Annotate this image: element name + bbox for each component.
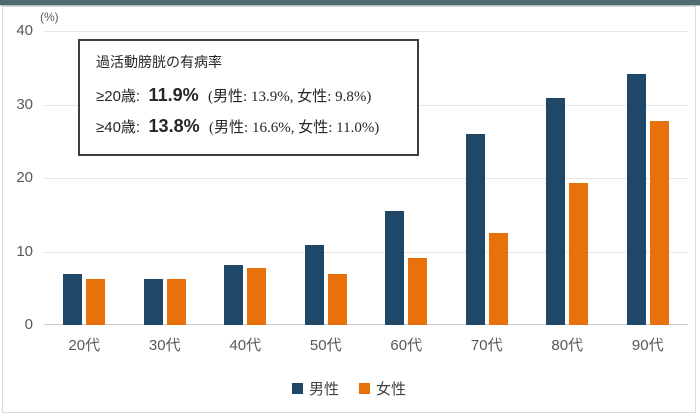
bar-group-20代 — [44, 31, 125, 325]
legend-label: 女性 — [376, 381, 407, 398]
y-tick-label-0: 0 — [24, 316, 33, 333]
bar-group-30代 — [125, 31, 206, 325]
annotation-box: 過活動膀胱の有病率 ≥20歳: 11.9% (男性: 13.9%, 女性: 9.… — [78, 39, 419, 156]
annotation-line2-value: 13.8% — [148, 116, 200, 136]
annotation-line1-detail: (男性: 13.9%, 女性: 9.8%) — [208, 89, 372, 105]
gridline-20 — [44, 178, 688, 179]
bar-group-80代 — [527, 31, 608, 325]
bar-男性-90代 — [626, 73, 646, 325]
gridline-40 — [44, 31, 688, 32]
annotation-line-over40: ≥40歳: 13.8% (男性: 16.6%, 女性: 11.0%) — [96, 116, 401, 137]
x-label-60代: 60代 — [390, 337, 423, 354]
x-label-40代: 40代 — [229, 337, 262, 354]
bar-group-40代 — [205, 31, 286, 325]
y-axis-unit-label: (%) — [40, 10, 59, 24]
browser-top-strip — [0, 0, 700, 6]
plot-area — [44, 31, 688, 325]
bar-男性-50代 — [304, 244, 324, 325]
bar-女性-60代 — [408, 258, 428, 325]
bar-group-90代 — [608, 31, 689, 325]
annotation-line-over20: ≥20歳: 11.9% (男性: 13.9%, 女性: 9.8%) — [96, 85, 401, 106]
bar-男性-40代 — [224, 265, 244, 325]
bar-group-50代 — [286, 31, 367, 325]
annotation-line1-value: 11.9% — [148, 85, 199, 105]
bar-group-60代 — [366, 31, 447, 325]
x-axis-labels: 20代 30代 40代 50代 60代 70代 80代 90代 — [44, 334, 688, 355]
chart-panel: (%) 0 10 20 30 40 20代 30代 40代 50代 60代 70代 80代 90代 男… — [2, 6, 696, 413]
bar-女性-30代 — [166, 279, 186, 325]
y-tick-label-10: 10 — [16, 242, 33, 260]
legend: 男性 女性 — [3, 378, 695, 399]
x-label-70代: 70代 — [470, 337, 503, 354]
bar-女性-90代 — [649, 121, 669, 325]
bar-groups — [44, 31, 688, 325]
bar-男性-20代 — [63, 273, 83, 325]
annotation-line1-label: ≥20歳: — [96, 88, 141, 105]
annotation-line2-detail: (男性: 16.6%, 女性: 11.0%) — [209, 120, 380, 136]
annotation-line2-label: ≥40歳: — [96, 119, 141, 136]
legend-item-女性: 女性 — [359, 378, 406, 399]
x-label-90代: 90代 — [631, 337, 664, 354]
x-axis-line — [44, 324, 688, 325]
y-tick-label-40: 40 — [16, 22, 33, 39]
legend-swatch-icon — [359, 383, 370, 394]
legend-swatch-icon — [291, 383, 303, 394]
bar-男性-80代 — [546, 97, 566, 325]
legend-item-男性: 男性 — [291, 378, 339, 399]
bar-女性-40代 — [247, 268, 267, 325]
bar-女性-20代 — [86, 279, 106, 325]
y-tick-label-30: 30 — [16, 95, 33, 113]
legend-label: 男性 — [308, 381, 339, 398]
bar-女性-70代 — [488, 233, 508, 325]
bar-男性-30代 — [143, 278, 163, 325]
gridline-10 — [44, 251, 688, 253]
annotation-title: 過活動膀胱の有病率 — [96, 54, 222, 70]
x-label-80代: 80代 — [551, 337, 584, 354]
y-tick-label-20: 20 — [16, 169, 33, 186]
bar-男性-70代 — [465, 133, 485, 325]
x-label-30代: 30代 — [148, 337, 181, 354]
x-label-50代: 50代 — [309, 337, 342, 354]
bar-group-70代 — [447, 31, 528, 325]
x-label-20代: 20代 — [68, 337, 101, 354]
bar-男性-60代 — [385, 211, 405, 325]
bar-女性-80代 — [569, 183, 589, 325]
bar-女性-50代 — [327, 273, 347, 325]
